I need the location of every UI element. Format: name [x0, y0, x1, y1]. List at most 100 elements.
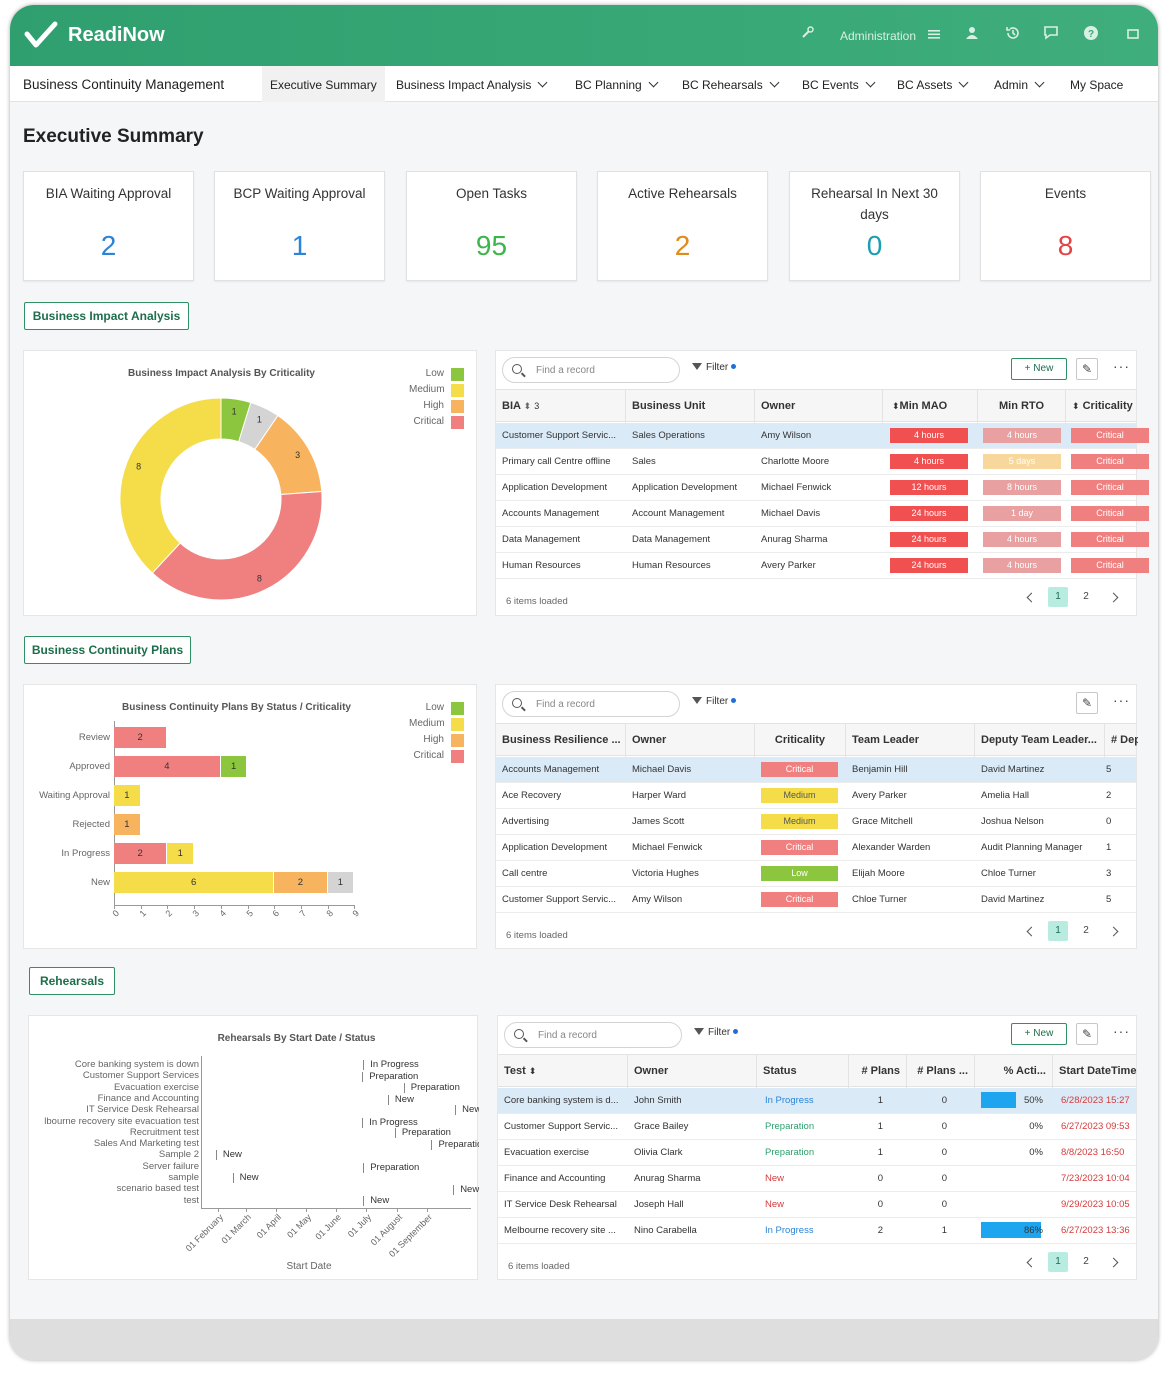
- col-criticality[interactable]: ⬍ Criticality: [1066, 390, 1138, 423]
- bar-segment[interactable]: 1: [327, 872, 354, 893]
- status-marker[interactable]: New: [232, 1173, 259, 1183]
- edit-icon[interactable]: ✎: [1076, 358, 1098, 380]
- new-button[interactable]: + New: [1011, 1023, 1067, 1045]
- col-status[interactable]: Status: [757, 1055, 849, 1088]
- col-bia[interactable]: BIA ⬍ 3: [496, 390, 626, 423]
- page-2[interactable]: 2: [1083, 925, 1089, 936]
- bia-section-button[interactable]: Business Impact Analysis: [24, 302, 189, 330]
- fullscreen-icon[interactable]: [1123, 25, 1143, 45]
- page-1[interactable]: 1: [1048, 921, 1068, 941]
- kpi-card-active-rehearsals[interactable]: Active Rehearsals 2: [597, 171, 768, 281]
- status-marker[interactable]: Preparation: [394, 1127, 451, 1138]
- table-row[interactable]: Accounts Management Michael Davis Critical…: [496, 757, 1136, 783]
- kpi-card-rehearsal-next-30[interactable]: Rehearsal In Next 30 days 0: [789, 171, 960, 281]
- col-dep[interactable]: # Dep: [1105, 724, 1138, 757]
- nav-bc-assets[interactable]: BC Assets: [897, 66, 969, 102]
- col-min-rto[interactable]: Min RTO: [978, 390, 1066, 423]
- logo[interactable]: ReadiNow: [24, 21, 165, 51]
- table-row[interactable]: Advertising James Scott Medium Grace Mitche…: [496, 809, 1136, 835]
- col-owner[interactable]: Owner: [628, 1055, 757, 1088]
- bar-segment[interactable]: 2: [114, 843, 167, 864]
- bar-segment[interactable]: 1: [220, 756, 247, 777]
- user-icon[interactable]: [962, 25, 982, 45]
- table-row[interactable]: IT Service Desk Rehearsal Joseph Hall New 0…: [498, 1192, 1136, 1218]
- nav-executive-summary[interactable]: Executive Summary: [262, 66, 385, 102]
- filter-button[interactable]: Filter: [692, 696, 737, 707]
- table-row[interactable]: Customer Support Servic... Amy Wilson Crit…: [496, 887, 1136, 913]
- table-row[interactable]: Finance and Accounting Anurag Sharma New 0 0…: [498, 1166, 1136, 1192]
- col-business-unit[interactable]: Business Unit: [626, 390, 755, 423]
- bar-segment[interactable]: 2: [114, 727, 167, 748]
- history-icon[interactable]: [1003, 25, 1023, 45]
- page-2[interactable]: 2: [1083, 1256, 1089, 1267]
- bar-segment[interactable]: 6: [114, 872, 274, 893]
- table-row[interactable]: Melbourne recovery site ... Nino Carabell…: [498, 1218, 1136, 1244]
- kpi-card-events[interactable]: Events 8: [980, 171, 1151, 281]
- wrench-icon[interactable]: [798, 25, 818, 45]
- filter-button[interactable]: Filter: [692, 362, 737, 373]
- bar-segment[interactable]: 4: [114, 756, 220, 777]
- more-icon[interactable]: ···: [1113, 358, 1130, 374]
- status-marker[interactable]: Preparation: [363, 1162, 419, 1173]
- status-marker[interactable]: In Progress: [363, 1060, 419, 1070]
- prev-page-icon[interactable]: [1026, 1257, 1037, 1268]
- status-marker[interactable]: New: [455, 1105, 479, 1116]
- nav-admin[interactable]: Admin: [994, 66, 1045, 102]
- kpi-card-open-tasks[interactable]: Open Tasks 95: [406, 171, 577, 281]
- col-min-mao[interactable]: ⬍Min MAO: [883, 390, 978, 423]
- next-page-icon[interactable]: [1108, 926, 1119, 937]
- status-marker[interactable]: Preparation: [431, 1140, 479, 1151]
- table-row[interactable]: Customer Support Servic... Grace Bailey Pr…: [498, 1114, 1136, 1140]
- more-icon[interactable]: ···: [1113, 692, 1130, 708]
- col-team-leader[interactable]: Team Leader: [846, 724, 975, 757]
- help-icon[interactable]: ?: [1081, 25, 1101, 45]
- menu-icon[interactable]: [924, 25, 944, 45]
- nav-bc-rehearsals[interactable]: BC Rehearsals: [682, 66, 780, 102]
- col-business-resilience[interactable]: Business Resilience ...: [496, 724, 626, 757]
- status-marker[interactable]: New: [363, 1195, 389, 1206]
- page-1[interactable]: 1: [1048, 587, 1068, 607]
- status-marker[interactable]: New: [215, 1150, 242, 1161]
- rehearsals-section-button[interactable]: Rehearsals: [29, 967, 115, 995]
- col-owner[interactable]: Owner: [626, 724, 755, 757]
- nav-bc-events[interactable]: BC Events: [802, 66, 876, 102]
- more-icon[interactable]: ···: [1113, 1023, 1130, 1039]
- status-marker[interactable]: Preparation: [403, 1082, 460, 1093]
- next-page-icon[interactable]: [1108, 592, 1119, 603]
- bcp-section-button[interactable]: Business Continuity Plans: [24, 636, 191, 664]
- edit-icon[interactable]: ✎: [1076, 1023, 1098, 1045]
- filter-button[interactable]: Filter: [694, 1027, 739, 1038]
- bar-segment[interactable]: 1: [114, 785, 140, 806]
- status-marker[interactable]: New: [387, 1094, 414, 1105]
- edit-icon[interactable]: ✎: [1076, 692, 1098, 714]
- col-owner[interactable]: Owner: [755, 390, 883, 423]
- status-marker[interactable]: In Progress: [362, 1117, 418, 1128]
- table-row[interactable]: Core banking system is d... John Smith In …: [498, 1088, 1136, 1114]
- table-row[interactable]: Customer Support Servic... Sales Operatio…: [496, 423, 1149, 449]
- new-button[interactable]: + New: [1011, 358, 1067, 380]
- col-plans-2[interactable]: # Plans ...: [907, 1055, 975, 1088]
- nav-bc-planning[interactable]: BC Planning: [575, 66, 659, 102]
- prev-page-icon[interactable]: [1026, 926, 1037, 937]
- search-input[interactable]: Find a record: [502, 357, 680, 383]
- bar-segment[interactable]: 1: [114, 814, 140, 835]
- status-marker[interactable]: New: [453, 1185, 479, 1196]
- page-1[interactable]: 1: [1048, 1252, 1068, 1272]
- table-row[interactable]: Ace Recovery Harper Ward Medium Avery Parke…: [496, 783, 1136, 809]
- table-row[interactable]: Accounts Management Account Management Mic…: [496, 501, 1149, 527]
- nav-business-impact-analysis[interactable]: Business Impact Analysis: [396, 66, 548, 102]
- page-2[interactable]: 2: [1083, 591, 1089, 602]
- table-row[interactable]: Call centre Victoria Hughes Low Elijah Moor…: [496, 861, 1136, 887]
- kpi-card-bcp-waiting[interactable]: BCP Waiting Approval 1: [214, 171, 385, 281]
- table-row[interactable]: Primary call Centre offline Sales Charlott…: [496, 449, 1149, 475]
- search-input[interactable]: Find a record: [504, 1022, 682, 1048]
- donut-slice[interactable]: [119, 397, 222, 574]
- col-plans[interactable]: # Plans: [849, 1055, 907, 1088]
- search-input[interactable]: Find a record: [502, 691, 680, 717]
- table-row[interactable]: Evacuation exercise Olivia Clark Preparati…: [498, 1140, 1136, 1166]
- administration-link[interactable]: Administration: [840, 29, 917, 43]
- donut-slice[interactable]: [151, 490, 323, 601]
- col-pct-active[interactable]: % Acti...: [975, 1055, 1053, 1088]
- bar-segment[interactable]: 1: [167, 843, 194, 864]
- status-marker[interactable]: Preparation: [362, 1072, 418, 1083]
